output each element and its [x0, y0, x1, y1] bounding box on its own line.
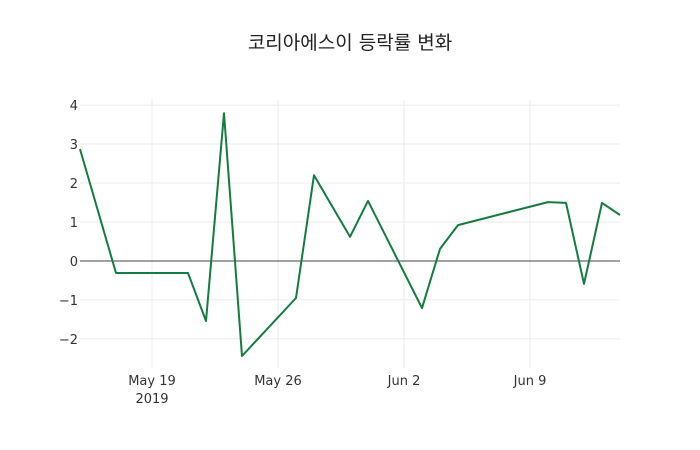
y-tick-label: 0: [70, 255, 78, 270]
data-series-line: [79, 112, 621, 357]
x-tick-label: Jun 2: [387, 374, 421, 389]
x-tick-label: Jun 9: [513, 374, 547, 389]
grid-lines: [80, 100, 620, 368]
y-tick-label: 3: [70, 138, 78, 153]
y-tick-label: 2: [70, 177, 78, 192]
x-tick-year-label: 2019: [135, 392, 168, 407]
x-tick-label: May 19: [128, 374, 176, 389]
x-tick-label: May 26: [254, 374, 302, 389]
y-tick-label: 1: [70, 216, 78, 231]
chart-title: 코리아에스이 등락률 변화: [247, 32, 453, 54]
y-tick-label: 4: [70, 99, 78, 114]
y-tick-label: −1: [59, 294, 78, 309]
x-axis-tick-labels: May 19 2019 May 26 Jun 2 Jun 9: [128, 374, 546, 407]
y-axis-tick-labels: −2 −1 0 1 2 3 4: [59, 99, 78, 348]
y-tick-label: −2: [59, 333, 78, 348]
